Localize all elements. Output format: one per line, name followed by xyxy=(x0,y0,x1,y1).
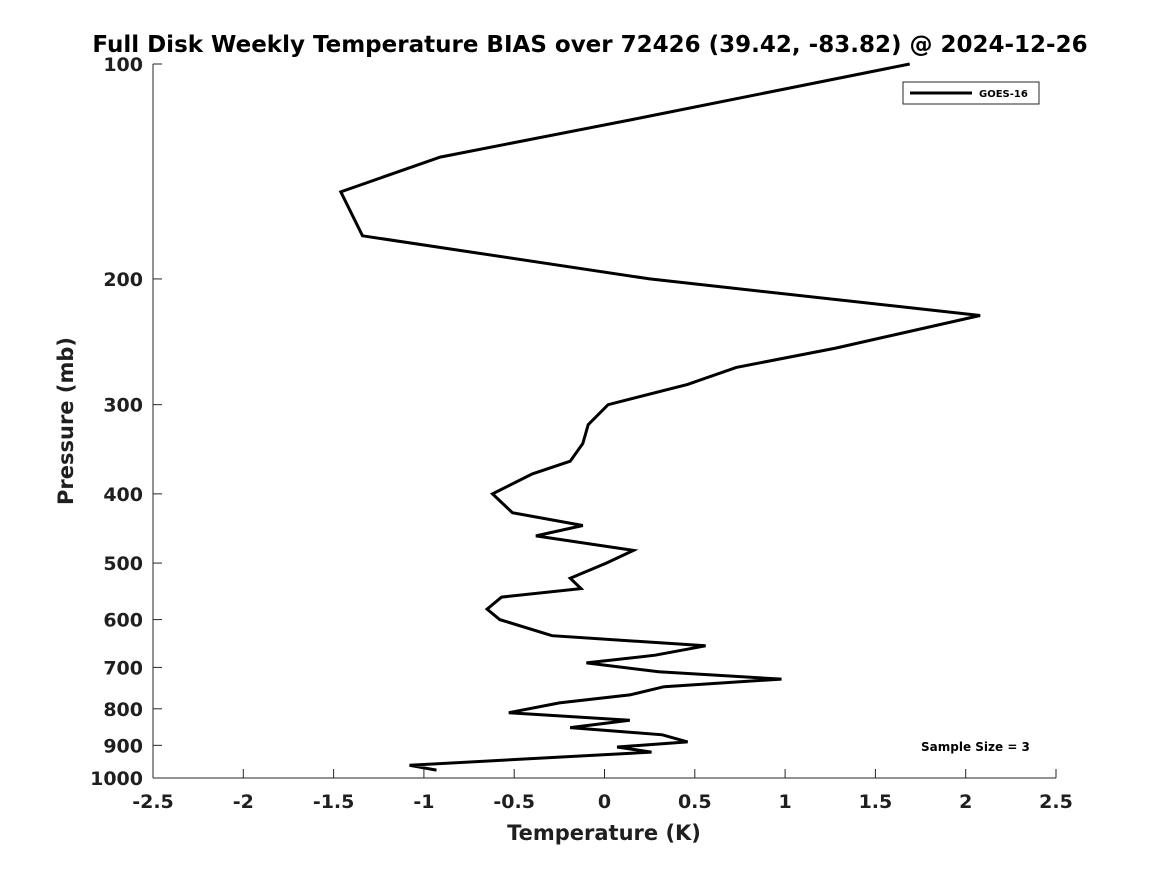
legend: GOES-16 xyxy=(902,81,1040,105)
x-tick-label: 2.5 xyxy=(1039,791,1073,813)
plot-area xyxy=(153,64,1056,778)
y-tick-label: 100 xyxy=(103,54,143,76)
x-tick-label: -1.5 xyxy=(313,791,355,813)
y-tick-label: 800 xyxy=(103,699,143,721)
sample-size-annotation: Sample Size = 3 xyxy=(921,740,1030,754)
y-tick-label: 400 xyxy=(103,484,143,506)
x-tick-label: 1 xyxy=(778,791,791,813)
x-tick-label: 0.5 xyxy=(678,791,712,813)
y-tick-label: 200 xyxy=(103,269,143,291)
x-tick-label: -2.5 xyxy=(132,791,174,813)
y-axis-ticks: 100 200 300 400 500 600 700 800 900 1000 xyxy=(90,54,162,790)
x-tick-label: 0 xyxy=(598,791,611,813)
x-tick-label: 2 xyxy=(959,791,972,813)
series-layer xyxy=(338,62,981,772)
x-tick-label: 1.5 xyxy=(859,791,893,813)
x-tick-label: -1 xyxy=(413,791,434,813)
y-tick-label: 1000 xyxy=(90,768,143,790)
y-tick-label: 600 xyxy=(103,610,143,632)
x-tick-label: -0.5 xyxy=(493,791,535,813)
x-axis-ticks: -2.5 -2 -1.5 -1 -0.5 0 0.5 1 1.5 2 2.5 xyxy=(132,769,1073,813)
x-axis-label: Temperature (K) xyxy=(507,821,701,845)
y-tick-label: 900 xyxy=(103,735,143,757)
x-tick-label: -2 xyxy=(233,791,254,813)
y-tick-label: 700 xyxy=(103,657,143,679)
y-tick-label: 500 xyxy=(103,553,143,575)
y-tick-label: 300 xyxy=(103,395,143,417)
series-line-goes-16 xyxy=(338,62,981,772)
chart-title: Full Disk Weekly Temperature BIAS over 7… xyxy=(92,32,1087,58)
y-axis-label: Pressure (mb) xyxy=(54,337,78,505)
legend-label-goes-16: GOES-16 xyxy=(979,89,1028,100)
